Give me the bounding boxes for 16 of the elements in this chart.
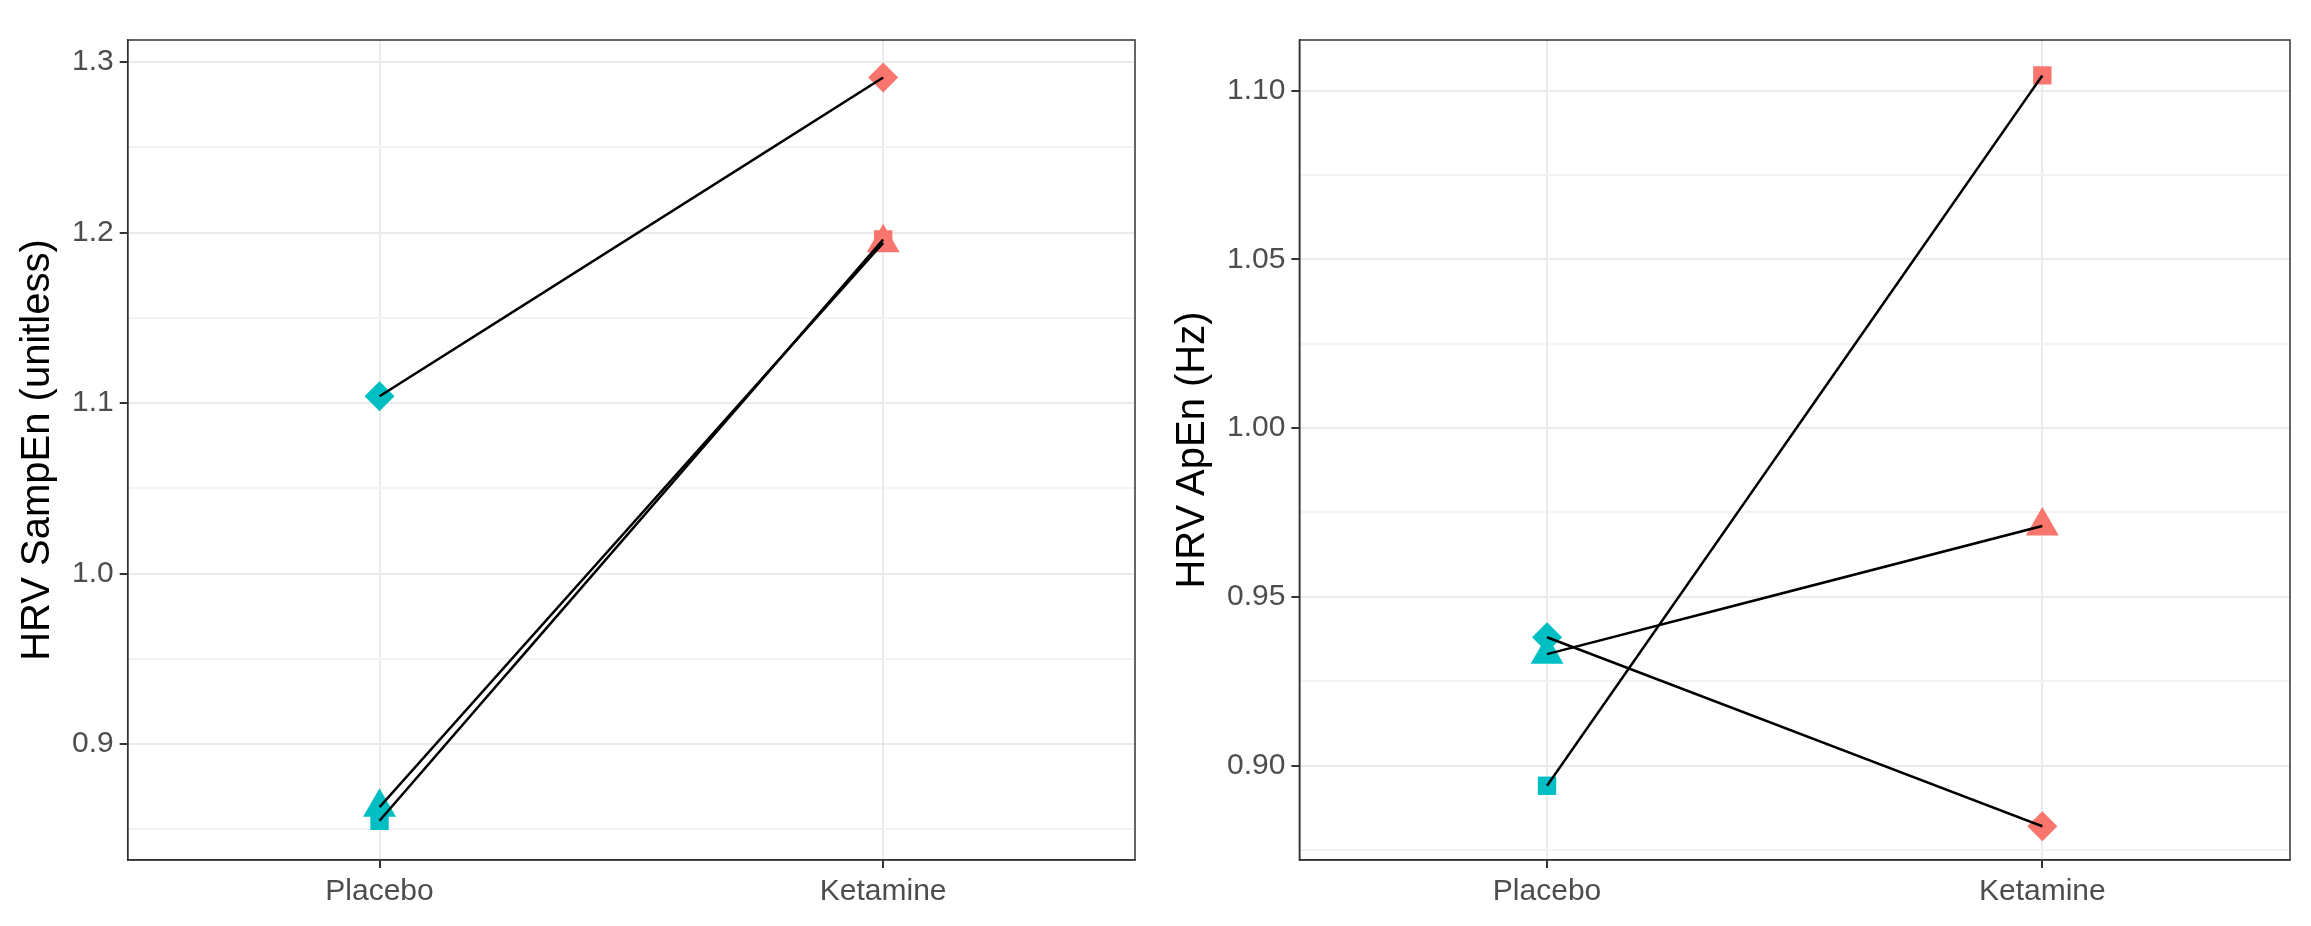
y-axis-title: HRV SampEn (unitless) [13,239,58,661]
y-tick-label: 1.2 [71,213,114,247]
y-tick-label: 1.1 [71,384,114,418]
y-tick-label: 1.05 [1227,240,1286,274]
y-axis-title: HRV ApEn (Hz) [1168,311,1213,589]
x-tick-label: Ketamine [1978,873,2106,907]
y-tick-label: 0.90 [1227,746,1286,780]
x-tick-label: Placebo [325,873,434,907]
y-tick-label: 1.10 [1227,71,1286,105]
y-tick-label: 1.0 [71,554,114,588]
y-tick-label: 0.9 [71,725,114,759]
y-tick-label: 1.3 [71,43,114,77]
y-tick-label: 0.95 [1227,578,1286,612]
y-tick-label: 1.00 [1227,409,1286,443]
x-tick-label: Ketamine [819,873,947,907]
x-tick-label: Placebo [1492,873,1602,907]
